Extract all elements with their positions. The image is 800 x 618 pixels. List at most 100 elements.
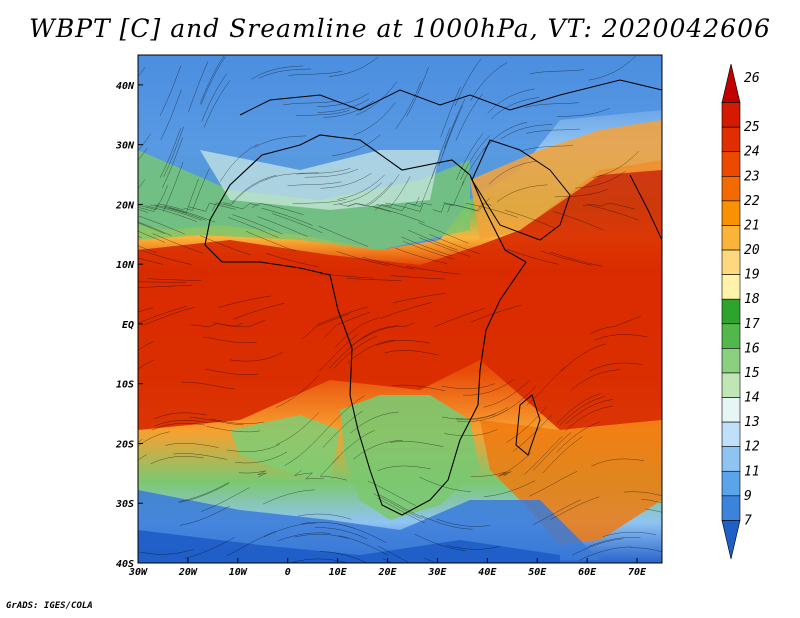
- streamline: [145, 205, 198, 222]
- streamline: [138, 235, 142, 239]
- streamline: [556, 421, 601, 453]
- x-tick-label: 30E: [427, 567, 447, 578]
- streamline: [556, 108, 610, 117]
- streamline: [496, 184, 548, 203]
- colorbar-swatch: [721, 372, 741, 398]
- streamline: [349, 325, 399, 348]
- streamline: [454, 58, 482, 107]
- streamline: [441, 414, 496, 420]
- streamline: [582, 202, 636, 210]
- streamline: [423, 557, 437, 563]
- streamline: [550, 496, 600, 520]
- streamline: [379, 494, 428, 520]
- streamline: [328, 56, 379, 77]
- streamline: [407, 229, 458, 251]
- streamline: [483, 380, 530, 408]
- streamline: [347, 339, 396, 364]
- streamline: [138, 285, 193, 289]
- streamline: [179, 505, 231, 526]
- streamline: [347, 278, 402, 281]
- streamline: [138, 66, 146, 77]
- streamline: [456, 409, 509, 422]
- streamline: [438, 115, 459, 166]
- streamline: [296, 168, 351, 175]
- southern-africa-green: [340, 395, 480, 520]
- streamline: [592, 150, 639, 178]
- streamline: [275, 412, 320, 446]
- streamline: [560, 343, 607, 372]
- streamline: [232, 302, 285, 320]
- streamline: [461, 140, 493, 185]
- streamline: [586, 204, 639, 221]
- colorbar-swatch: [721, 495, 741, 521]
- streamline: [376, 340, 430, 346]
- streamline: [138, 307, 154, 313]
- streamline: [138, 283, 139, 285]
- y-tick-label: EQ: [122, 320, 134, 331]
- streamline: [504, 209, 556, 229]
- streamline: [556, 392, 601, 424]
- x-tick-label: 30W: [128, 567, 148, 578]
- streamline: [355, 81, 398, 116]
- colorbar-label: 18: [744, 292, 760, 307]
- streamline: [575, 170, 626, 189]
- streamline: [139, 549, 194, 555]
- colorbar-label: 22: [744, 194, 760, 209]
- streamline: [401, 236, 453, 257]
- streamline: [138, 179, 146, 189]
- streamline: [143, 306, 195, 326]
- streamline: [353, 440, 403, 460]
- streamline: [532, 432, 572, 471]
- streamline: [462, 379, 514, 396]
- streamline: [163, 205, 216, 223]
- streamline: [406, 67, 429, 117]
- streamline: [317, 98, 370, 113]
- streamline: [572, 538, 624, 556]
- streamline: [138, 341, 154, 351]
- streamline: [265, 172, 319, 180]
- streamline: [138, 203, 185, 212]
- streamline: [316, 306, 368, 326]
- streamline: [530, 69, 585, 74]
- streamline: [150, 204, 203, 221]
- streamline: [328, 333, 371, 369]
- streamline: [338, 535, 389, 556]
- streamline: [184, 537, 235, 559]
- streamline: [441, 383, 495, 390]
- streamline: [218, 295, 271, 308]
- streamline: [602, 531, 657, 537]
- streamline: [200, 56, 226, 105]
- streamline: [297, 513, 352, 520]
- streamline: [138, 147, 148, 161]
- streamline: [152, 233, 203, 254]
- streamline: [292, 198, 347, 205]
- colorbar-swatch: [721, 421, 741, 447]
- streamline: [275, 375, 319, 408]
- streamline: [263, 522, 316, 538]
- streamline: [283, 100, 338, 106]
- streamline: [506, 406, 547, 443]
- streamline: [374, 176, 411, 211]
- streamline: [532, 499, 582, 525]
- streamline: [139, 249, 192, 265]
- streamline: [444, 429, 498, 436]
- colorbar-swatch: [721, 274, 741, 300]
- streamline: [257, 216, 308, 237]
- streamline: [429, 234, 480, 255]
- streamline: [138, 431, 170, 447]
- streamline: [251, 65, 304, 80]
- x-tick-label: 10E: [329, 567, 348, 578]
- streamline: [231, 174, 277, 204]
- colorbar-label: 15: [744, 366, 760, 381]
- streamline: [552, 211, 604, 231]
- colorbar-swatch: [721, 102, 741, 128]
- streamline: [154, 412, 208, 420]
- streamline: [482, 121, 528, 151]
- x-tick-label: 20E: [377, 567, 397, 578]
- streamline: [206, 426, 261, 433]
- streamline: [376, 196, 420, 212]
- streamline: [524, 102, 579, 108]
- x-tick-label: 0: [285, 567, 291, 578]
- streamline: [526, 128, 580, 134]
